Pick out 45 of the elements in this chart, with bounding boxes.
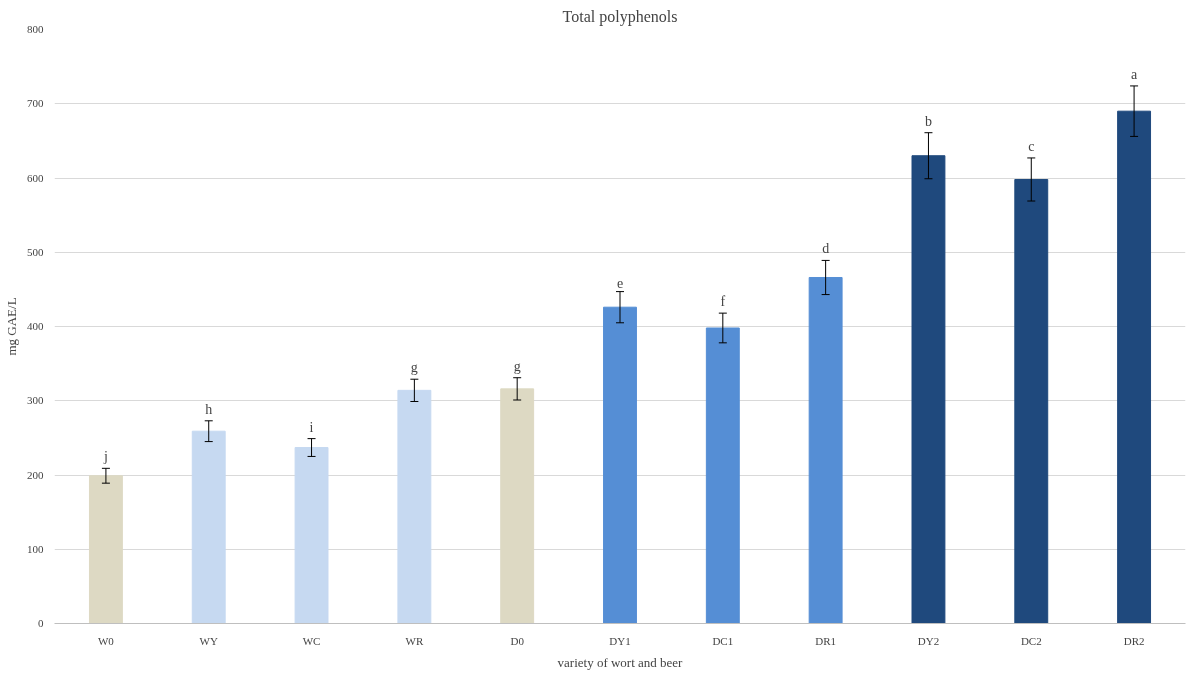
bar: [88, 475, 123, 624]
y-tick-label: 400: [27, 320, 44, 332]
bar: [911, 155, 946, 624]
bar: [191, 430, 226, 624]
annotation: g: [410, 360, 418, 376]
y-tick-label: 500: [27, 245, 44, 258]
x-tick-label: D0: [510, 634, 525, 647]
annotation: c: [1028, 138, 1035, 154]
x-tick-label: W0: [97, 634, 115, 647]
y-tick-label: 0: [38, 617, 44, 629]
bar: [1014, 178, 1049, 624]
y-axis-title: mg GAE/L: [4, 297, 19, 356]
x-tick-label: DY2: [917, 634, 940, 647]
chart-title: Total polyphenols: [562, 7, 678, 26]
bar: [808, 276, 843, 624]
y-tick-label: 600: [27, 171, 44, 184]
bar: [294, 447, 329, 624]
x-tick-label: DR1: [815, 634, 837, 647]
x-tick-label: DR2: [1123, 634, 1145, 647]
bar: [705, 327, 740, 624]
annotation: a: [1130, 66, 1138, 82]
bar: [397, 389, 432, 624]
annotation: e: [616, 275, 624, 291]
x-tick-label: DY1: [609, 634, 631, 647]
y-tick-label: 200: [27, 468, 44, 481]
bar: [1117, 110, 1152, 624]
bar: [500, 388, 535, 624]
bar: [603, 306, 637, 624]
x-axis-title: variety of wort and beer: [557, 654, 684, 670]
y-tick-label: 100: [27, 542, 44, 555]
y-tick-label: 800: [27, 23, 44, 35]
x-tick-label: WY: [199, 634, 218, 647]
y-tick-label: 700: [27, 97, 44, 110]
x-tick-label: DC1: [712, 634, 734, 647]
x-tick-label: WR: [405, 634, 424, 647]
annotation: h: [205, 401, 213, 417]
annotation: i: [309, 419, 314, 435]
annotation: b: [924, 113, 932, 129]
annotation: f: [720, 294, 726, 310]
x-tick-label: WC: [302, 634, 321, 647]
y-tick-label: 300: [27, 394, 44, 407]
annotation: d: [822, 241, 830, 257]
annotation: g: [513, 358, 521, 374]
annotation: j: [102, 449, 108, 465]
x-tick-label: DC2: [1020, 634, 1042, 647]
